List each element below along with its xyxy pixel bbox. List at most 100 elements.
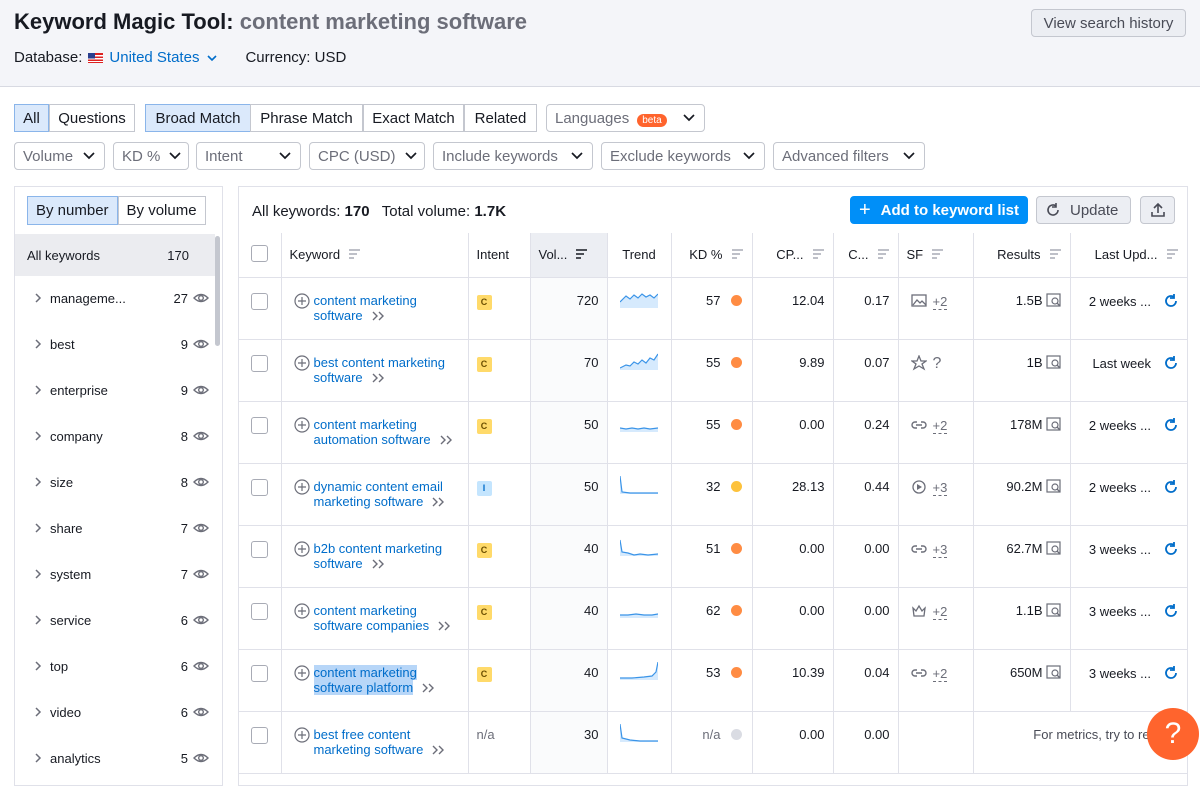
match-tab[interactable]: Related	[464, 104, 537, 132]
header-cell	[239, 233, 282, 278]
keyword-link[interactable]: b2b content marketing software	[313, 540, 443, 571]
checkbox[interactable]	[251, 602, 269, 620]
keyword-row: dynamic content email marketing software…	[239, 463, 1187, 526]
filter-dropdown[interactable]: Volume	[14, 142, 105, 170]
sidebar: By number By volume All keywords 170 managem…	[14, 186, 223, 786]
kd-value: 62	[706, 602, 721, 618]
serp-feature-icon	[910, 293, 927, 307]
checkbox[interactable]	[251, 540, 269, 558]
refresh-icon[interactable]	[1163, 541, 1179, 557]
column-header[interactable]: SF	[898, 233, 974, 278]
group-row[interactable]: top 6	[15, 644, 215, 690]
database[interactable]: United States	[109, 49, 200, 66]
serp-feature-icon	[911, 479, 926, 494]
all-keywords-row[interactable]: All keywords 170	[15, 234, 215, 276]
checkbox[interactable]	[251, 416, 269, 434]
keyword-link[interactable]: best free content marketing software	[313, 726, 424, 757]
tab[interactable]: Questions	[49, 104, 135, 132]
column-header[interactable]: Intent	[468, 233, 531, 278]
refresh-icon[interactable]	[1163, 417, 1179, 433]
refresh-icon[interactable]	[1163, 355, 1179, 371]
help-button[interactable]: ?	[1147, 708, 1199, 760]
column-header[interactable]: Trend	[607, 233, 672, 278]
match-tab[interactable]: Exact Match	[363, 104, 464, 132]
group-row[interactable]: size 8	[15, 460, 215, 506]
column-header[interactable]: CP...	[752, 233, 834, 278]
kd-value: 55	[706, 416, 721, 432]
update-button[interactable]: Update	[1036, 196, 1131, 224]
checkbox[interactable]	[251, 726, 269, 744]
refresh-icon[interactable]	[1163, 603, 1179, 619]
match-tab[interactable]: Broad Match	[145, 104, 251, 132]
column-header[interactable]: Results	[973, 233, 1071, 278]
checkbox[interactable]	[251, 664, 269, 682]
eye-icon	[193, 615, 209, 625]
checkbox[interactable]	[251, 292, 269, 310]
filter-dropdown[interactable]: Intent	[196, 142, 301, 170]
languages-dropdown[interactable]: Languages beta	[546, 104, 705, 132]
group-row[interactable]: company 8	[15, 414, 215, 460]
cell: 28.13	[752, 463, 834, 526]
cell: content marketing automation software	[281, 401, 469, 464]
keyword-link[interactable]: content marketing software platform	[313, 664, 417, 695]
group-row[interactable]: best 9	[15, 322, 215, 368]
group-row[interactable]: enterprise 9	[15, 368, 215, 414]
expand-icon	[35, 385, 42, 395]
keyword-link[interactable]: dynamic content email marketing software	[313, 478, 443, 509]
column-header[interactable]: C...	[833, 233, 899, 278]
eye-icon	[193, 339, 209, 349]
toggle-option[interactable]: By number	[27, 196, 118, 225]
cell: b2b content marketing software	[281, 525, 469, 588]
refresh-icon[interactable]	[1163, 479, 1179, 495]
serp-icon	[1045, 602, 1061, 617]
filter-dropdown[interactable]: Advanced filters	[773, 142, 925, 170]
keyword-link[interactable]: best content marketing software	[313, 354, 446, 385]
filter-label: Intent	[205, 147, 243, 165]
column-header[interactable]: Last Upd...	[1070, 233, 1187, 278]
cell	[607, 525, 672, 588]
serp-feature-more: +2	[932, 665, 948, 682]
filter-dropdown[interactable]: KD %	[113, 142, 189, 170]
filter-dropdown[interactable]: CPC (USD)	[309, 142, 425, 170]
checkbox[interactable]	[251, 244, 269, 262]
trend-sparkline	[620, 475, 658, 494]
kd-dot	[730, 294, 742, 306]
match-tab[interactable]: Phrase Match	[250, 104, 363, 132]
column-header[interactable]: Keyword	[281, 233, 469, 278]
filter-dropdown[interactable]: Include keywords	[433, 142, 593, 170]
column-label: Results	[997, 247, 1041, 263]
toggle-option[interactable]: By volume	[117, 196, 206, 225]
title: Keyword Magic Tool: content marketing so…	[14, 9, 527, 35]
checkbox[interactable]	[251, 354, 269, 372]
cell	[607, 587, 672, 650]
group-row[interactable]: video 6	[15, 690, 215, 736]
column-header[interactable]: KD %	[671, 233, 753, 278]
keyword-link[interactable]: content marketing automation software	[313, 416, 431, 447]
group-row[interactable]: service 6	[15, 598, 215, 644]
group-row[interactable]: analytics 5	[15, 736, 215, 782]
tab[interactable]: All	[14, 104, 49, 132]
history-button[interactable]: View search history	[1031, 9, 1186, 37]
group-count: 8	[180, 429, 188, 444]
kd-value: n/a	[702, 726, 721, 742]
group-row[interactable]: share 7	[15, 506, 215, 552]
eye-icon	[193, 753, 209, 763]
group-label: top	[50, 659, 69, 674]
refresh-icon[interactable]	[1163, 665, 1179, 681]
kd-dot	[730, 666, 742, 678]
keyword-link[interactable]: content marketing software companies	[313, 602, 430, 633]
group-label: share	[50, 521, 83, 536]
keyword-link[interactable]: content marketing software	[313, 292, 417, 323]
trend-sparkline	[620, 612, 658, 618]
refresh-icon[interactable]	[1163, 293, 1179, 309]
group-row[interactable]: system 7	[15, 552, 215, 598]
cell: C	[468, 401, 531, 464]
add-button[interactable]: + Add to keyword list	[850, 196, 1028, 224]
group-row[interactable]: manageme... 27	[15, 276, 215, 322]
filter-dropdown[interactable]: Exclude keywords	[601, 142, 765, 170]
cell: content marketing software platform	[281, 649, 469, 712]
column-header[interactable]: Vol...	[530, 233, 608, 278]
cell: C	[468, 587, 531, 650]
export-button[interactable]	[1140, 196, 1175, 224]
checkbox[interactable]	[251, 478, 269, 496]
